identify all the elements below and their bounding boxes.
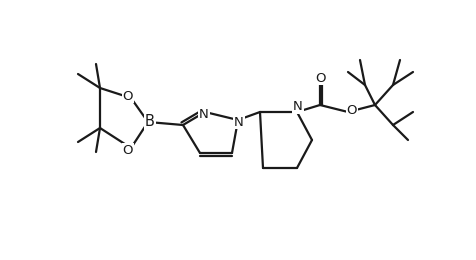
- Text: O: O: [122, 144, 133, 157]
- Text: O: O: [315, 72, 326, 84]
- Text: N: N: [198, 107, 208, 120]
- Text: O: O: [346, 103, 357, 116]
- Text: B: B: [145, 114, 155, 129]
- Text: O: O: [122, 89, 133, 102]
- Text: N: N: [234, 115, 243, 128]
- Text: N: N: [293, 101, 302, 114]
